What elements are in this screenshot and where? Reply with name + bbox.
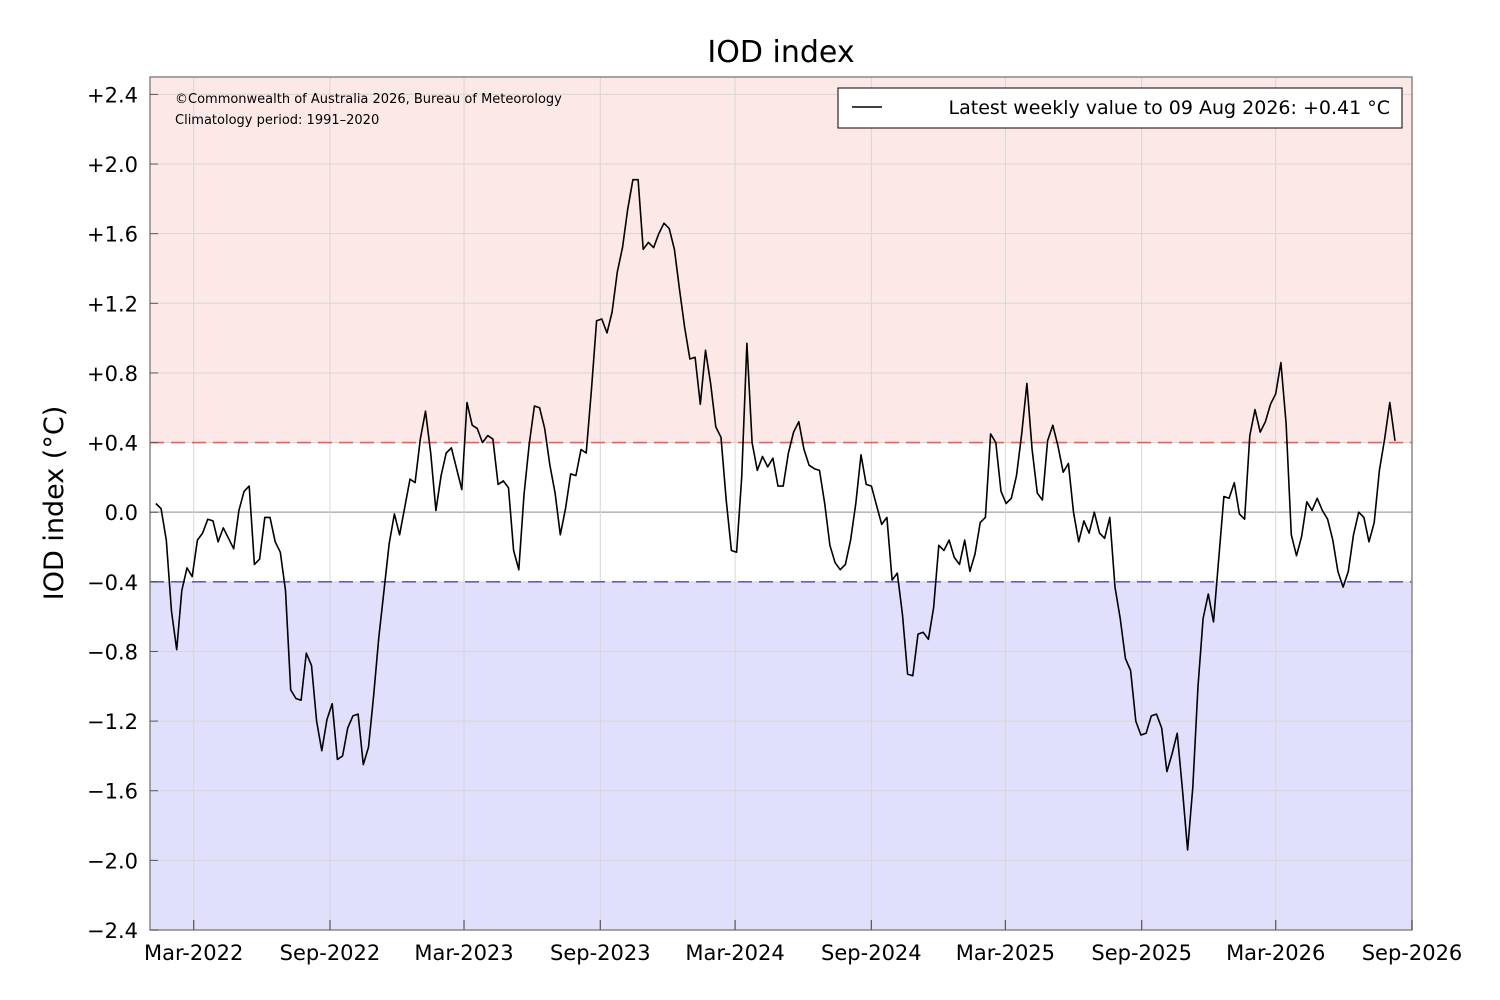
y-tick-label: 0.0 xyxy=(105,501,138,525)
x-tick-label: Sep-2025 xyxy=(1091,941,1192,965)
y-tick-label: −2.4 xyxy=(87,919,138,943)
plot-frame xyxy=(149,76,1413,931)
chart-title: IOD index xyxy=(707,35,854,70)
x-tick-label: Mar-2022 xyxy=(144,941,243,965)
x-tick-label: Sep-2022 xyxy=(280,941,381,965)
plot-background xyxy=(150,77,1412,930)
climatology-note: Climatology period: 1991–2020 xyxy=(175,113,379,128)
y-tick-label: −1.2 xyxy=(87,710,138,734)
x-tick-label: Mar-2025 xyxy=(956,941,1055,965)
ticks: +2.4 +2.0 +1.6 +1.2 +0.8 +0.4 0.0 −0.4 −0.8 −1.2 −… xyxy=(87,83,1462,965)
x-tick-label: Sep-2024 xyxy=(821,941,922,965)
y-tick-label: +1.2 xyxy=(87,292,138,316)
y-tick-label: +0.8 xyxy=(87,362,138,386)
y-tick-label: −1.6 xyxy=(87,780,138,804)
legend: Latest weekly value to 09 Aug 2026: +0.4… xyxy=(837,87,1403,129)
x-tick-label: Sep-2023 xyxy=(550,941,651,965)
legend-box xyxy=(837,87,1403,129)
y-tick-label: +0.4 xyxy=(87,432,138,456)
iod-weekly-line xyxy=(155,178,1396,851)
negative-iod-region xyxy=(150,581,1412,930)
y-tick-label: +2.4 xyxy=(87,83,138,107)
y-tick-label: −2.0 xyxy=(87,849,138,873)
copyright-note: ©Commonwealth of Australia 2026, Bureau … xyxy=(175,92,562,107)
x-tick-label: Sep-2026 xyxy=(1362,941,1463,965)
legend-entry: Latest weekly value to 09 Aug 2026: +0.4… xyxy=(949,97,1390,119)
y-tick-label: +1.6 xyxy=(87,223,138,247)
x-tick-label: Mar-2023 xyxy=(414,941,513,965)
x-tick-label: Mar-2024 xyxy=(685,941,784,965)
positive-iod-region xyxy=(150,77,1412,443)
y-axis-label: IOD index (°C) xyxy=(39,406,70,600)
threshold-lines xyxy=(150,441,1412,583)
x-tick-label: Mar-2026 xyxy=(1226,941,1325,965)
y-tick-label: −0.4 xyxy=(87,571,138,595)
y-tick-label: +2.0 xyxy=(87,153,138,177)
y-tick-label: −0.8 xyxy=(87,640,138,664)
series xyxy=(155,178,1396,851)
